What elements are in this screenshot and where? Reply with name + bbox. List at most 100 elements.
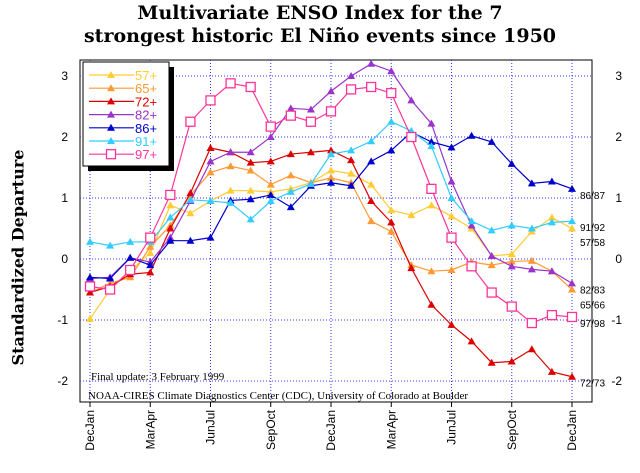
data-point <box>487 261 496 269</box>
data-point <box>286 171 295 179</box>
data-point <box>406 131 417 143</box>
data-point <box>86 314 94 322</box>
data-point <box>407 211 416 219</box>
x-tick-label: SepOct <box>264 409 278 450</box>
data-point <box>266 197 275 205</box>
data-point <box>466 261 477 272</box>
series-end-label: 65/66 <box>580 300 605 311</box>
data-point <box>166 236 175 244</box>
plot-frame <box>79 59 593 403</box>
series-end-label: 91/92 <box>580 223 605 234</box>
data-point <box>427 119 436 127</box>
data-point <box>347 72 356 79</box>
data-point <box>446 232 457 243</box>
data-point <box>527 345 536 353</box>
title-line-1: Multivariate ENSO Index for the 7 <box>137 2 503 24</box>
data-point <box>467 131 476 139</box>
legend-marker <box>107 110 115 118</box>
data-point <box>426 183 437 195</box>
data-point <box>546 309 558 321</box>
series-end-label: 57/58 <box>580 238 605 249</box>
legend-item: 57+ <box>89 68 157 83</box>
data-point <box>245 81 256 93</box>
data-point <box>547 267 556 275</box>
legend-label: 86+ <box>135 121 157 136</box>
data-point <box>226 198 235 206</box>
data-point <box>507 159 516 167</box>
data-point <box>327 166 335 174</box>
data-point <box>306 179 315 187</box>
data-point <box>387 206 396 214</box>
legend-item: 91+ <box>89 134 157 149</box>
series-91 <box>86 117 576 249</box>
data-point <box>286 150 295 158</box>
data-point <box>427 201 436 209</box>
data-point <box>205 95 216 106</box>
data-point <box>325 106 337 117</box>
data-point <box>526 317 537 329</box>
data-point <box>305 116 317 127</box>
data-point <box>246 195 255 203</box>
data-point <box>367 217 376 225</box>
data-point <box>527 265 536 273</box>
data-point <box>306 148 315 156</box>
data-point <box>407 264 416 272</box>
data-point <box>568 285 576 293</box>
data-point <box>347 156 356 164</box>
data-point <box>166 213 175 221</box>
data-point <box>427 137 436 145</box>
data-point <box>467 337 476 345</box>
series-end-label: 86/87 <box>580 191 605 202</box>
data-point <box>286 187 295 195</box>
data-point <box>487 226 496 234</box>
data-point <box>487 251 496 259</box>
y-tick-label-left: -2 <box>57 374 68 388</box>
data-point <box>527 256 536 264</box>
legend-item: 82+ <box>89 108 157 123</box>
data-point <box>367 180 376 188</box>
data-point <box>367 59 376 67</box>
data-point <box>146 248 155 256</box>
x-tick-label: DecJan <box>83 410 97 451</box>
legend-item: 97+ <box>89 147 157 162</box>
data-point <box>467 217 476 225</box>
data-point <box>246 158 255 166</box>
data-point <box>507 221 516 229</box>
legend-item: 65+ <box>89 81 157 96</box>
data-point <box>345 84 357 95</box>
data-point <box>568 372 576 380</box>
y-tick-label-left: 1 <box>61 191 68 205</box>
title-line-2: strongest historic El Niño events since … <box>83 25 557 47</box>
data-point <box>266 190 275 198</box>
data-point <box>486 287 497 298</box>
data-point <box>226 186 235 194</box>
data-point <box>166 201 175 209</box>
series-97 <box>84 78 578 329</box>
data-point <box>566 311 578 323</box>
x-tick-label: SepOct <box>505 409 519 450</box>
credit-note: NOAA-CIRES Climate Diagnostics Center (C… <box>88 390 468 402</box>
data-point <box>327 173 335 181</box>
y-tick-label-right: 1 <box>615 191 622 205</box>
data-point <box>206 143 215 151</box>
data-point <box>327 146 335 154</box>
data-point <box>146 242 155 250</box>
y-tick-label-right: 2 <box>615 130 622 144</box>
data-point <box>206 233 215 241</box>
data-point <box>447 212 456 220</box>
data-point <box>126 237 135 245</box>
data-point <box>86 237 94 245</box>
data-point <box>106 241 115 249</box>
y-tick-label-left: 2 <box>61 130 68 144</box>
legend-item: 72+ <box>89 94 157 109</box>
data-point <box>126 253 135 261</box>
y-tick-label-right: -2 <box>611 374 622 388</box>
data-point <box>327 87 335 95</box>
data-point <box>347 146 356 154</box>
data-point <box>487 358 496 366</box>
data-point <box>226 148 235 156</box>
legend-marker <box>107 97 115 105</box>
data-point <box>166 224 175 232</box>
data-point <box>246 166 255 174</box>
